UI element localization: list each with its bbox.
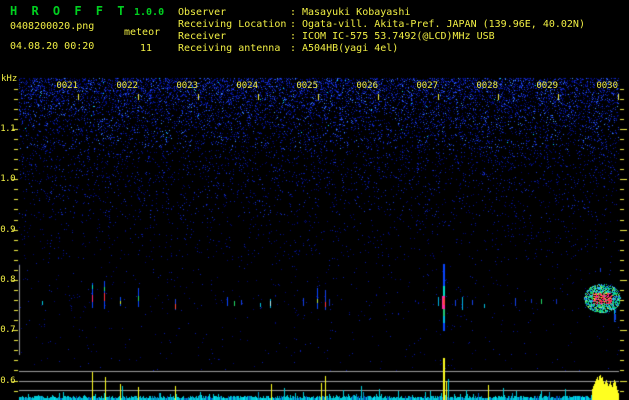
output-filename: 0408200020.png	[10, 21, 95, 32]
info-row-antenna: Receiving antenna: A504HB(yagi 4el)	[178, 43, 585, 55]
info-separator: :	[290, 7, 297, 18]
info-row-receiver: Receiver: ICOM IC-575 53.7492(@LCD)MHz US…	[178, 31, 585, 43]
meteor-count: 11	[140, 43, 153, 54]
app-title-letters: H R O F F T	[10, 4, 128, 18]
info-label: Observer	[178, 7, 227, 18]
info-separator: :	[290, 31, 297, 42]
freq-label: 0.8	[0, 275, 15, 285]
station-info: Observer: Masayuki Kobayashi Receiving Lo…	[178, 7, 585, 55]
time-label: 0025	[296, 81, 318, 91]
info-label: Receiver	[178, 31, 227, 42]
time-label: 0028	[476, 81, 498, 91]
time-label: 0030	[596, 81, 618, 91]
time-label: 0021	[56, 81, 78, 91]
time-label: 0029	[536, 81, 558, 91]
app-title: H R O F F T 1.0.0	[10, 4, 164, 18]
app-version: 1.0.0	[133, 7, 165, 18]
freq-label: 0.7	[0, 325, 15, 335]
time-label: 0027	[416, 81, 438, 91]
info-value: A504HB(yagi 4el)	[302, 43, 399, 54]
info-value: ICOM IC-575 53.7492(@LCD)MHz USB	[302, 31, 495, 42]
time-label: 0023	[176, 81, 198, 91]
freq-label: 1.1	[0, 124, 15, 134]
freq-label: 1.0	[0, 174, 15, 184]
info-row-location: Receiving Location: Ogata-vill. Akita-Pre…	[178, 19, 585, 31]
info-separator: :	[290, 19, 297, 30]
freq-label: 0.6	[0, 376, 15, 386]
info-value: Ogata-vill. Akita-Pref. JAPAN (139.96E, …	[302, 19, 585, 30]
info-label: Receiving Location	[178, 19, 287, 30]
freq-label: 0.9	[0, 225, 15, 235]
datetime-label: 04.08.20 00:20	[10, 41, 95, 52]
y-axis-unit: kHz	[1, 74, 18, 84]
mode-label: meteor	[124, 27, 161, 38]
info-row-observer: Observer: Masayuki Kobayashi	[178, 7, 585, 19]
time-label: 0024	[236, 81, 258, 91]
info-separator: :	[290, 43, 297, 54]
time-label: 0026	[356, 81, 378, 91]
info-value: Masayuki Kobayashi	[302, 7, 411, 18]
time-label: 0022	[116, 81, 138, 91]
info-label: Receiving antenna	[178, 43, 281, 54]
